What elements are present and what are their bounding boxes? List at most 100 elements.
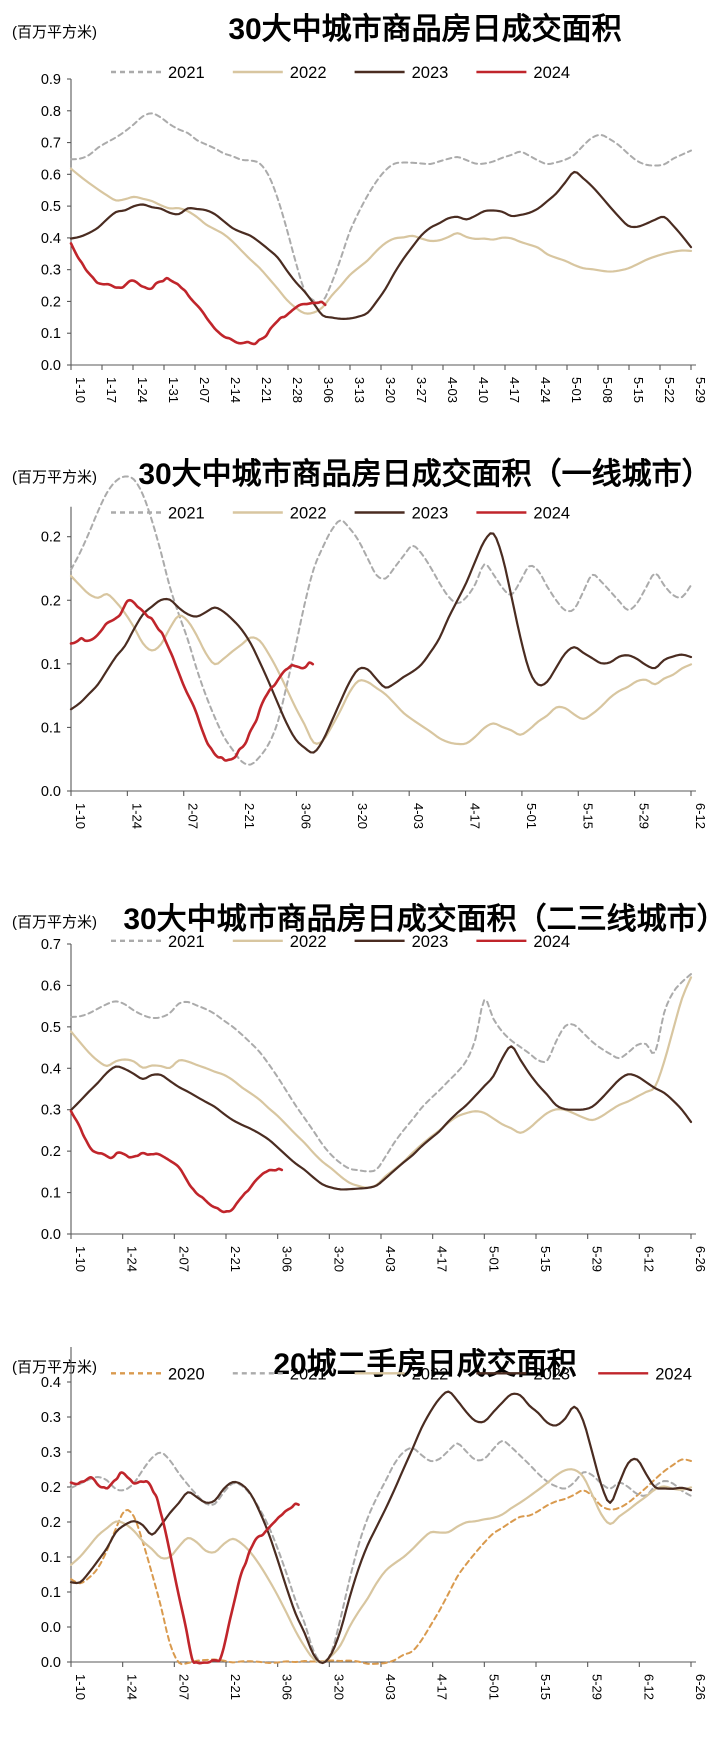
svg-text:4-17: 4-17: [435, 1674, 450, 1700]
svg-text:3-13: 3-13: [352, 377, 367, 403]
svg-text:4-03: 4-03: [445, 377, 460, 403]
svg-text:2021: 2021: [168, 933, 205, 951]
svg-text:1-10: 1-10: [73, 803, 88, 829]
svg-text:0.8: 0.8: [41, 104, 61, 120]
svg-text:0.1: 0.1: [41, 326, 61, 342]
svg-text:3-20: 3-20: [331, 1246, 346, 1272]
svg-text:5-29: 5-29: [637, 803, 652, 829]
svg-text:0.1: 0.1: [41, 1186, 61, 1202]
svg-text:4-10: 4-10: [476, 377, 491, 403]
svg-text:2021: 2021: [168, 64, 205, 82]
svg-text:2020: 2020: [168, 1365, 205, 1383]
svg-text:0.3: 0.3: [41, 263, 61, 279]
svg-text:2-14: 2-14: [228, 377, 243, 403]
svg-text:0.7: 0.7: [41, 136, 61, 152]
svg-text:1-10: 1-10: [73, 377, 88, 403]
svg-text:3-20: 3-20: [383, 377, 398, 403]
svg-text:2-07: 2-07: [176, 1674, 191, 1700]
svg-text:0.2: 0.2: [41, 530, 61, 546]
svg-text:2021: 2021: [168, 505, 205, 523]
svg-text:0.1: 0.1: [41, 1550, 61, 1566]
svg-text:3-06: 3-06: [321, 377, 336, 403]
svg-text:2-21: 2-21: [228, 1246, 243, 1272]
svg-text:1-10: 1-10: [73, 1674, 88, 1700]
svg-text:2022: 2022: [290, 64, 327, 82]
svg-text:2-07: 2-07: [197, 377, 212, 403]
svg-text:3-20: 3-20: [331, 1674, 346, 1700]
svg-text:2022: 2022: [412, 1365, 449, 1383]
svg-text:0.9: 0.9: [41, 72, 61, 88]
svg-text:2021: 2021: [290, 1365, 327, 1383]
svg-text:2-07: 2-07: [176, 1246, 191, 1272]
svg-text:0.7: 0.7: [41, 937, 61, 953]
svg-text:3-06: 3-06: [280, 1246, 295, 1272]
svg-text:(百万平方米): (百万平方米): [12, 469, 97, 486]
svg-text:0.5: 0.5: [41, 1020, 61, 1036]
svg-text:5-01: 5-01: [486, 1674, 501, 1700]
svg-text:2-21: 2-21: [242, 803, 257, 829]
svg-text:5-15: 5-15: [538, 1674, 553, 1700]
svg-text:3-06: 3-06: [280, 1674, 295, 1700]
svg-text:0.2: 0.2: [41, 593, 61, 609]
svg-text:5-22: 5-22: [662, 377, 677, 403]
svg-text:0.0: 0.0: [41, 1655, 61, 1671]
svg-text:2024: 2024: [533, 505, 570, 523]
svg-text:30大中城市商品房日成交面积（一线城市）: 30大中城市商品房日成交面积（一线城市）: [138, 457, 711, 491]
svg-text:0.1: 0.1: [41, 720, 61, 736]
svg-text:6-12: 6-12: [641, 1246, 656, 1272]
svg-text:5-01: 5-01: [569, 377, 584, 403]
svg-text:0.6: 0.6: [41, 167, 61, 183]
svg-text:2024: 2024: [533, 933, 570, 951]
svg-text:0.3: 0.3: [41, 1410, 61, 1426]
svg-text:2-07: 2-07: [186, 803, 201, 829]
svg-text:1-24: 1-24: [125, 1674, 140, 1700]
svg-text:4-17: 4-17: [468, 803, 483, 829]
svg-text:2024: 2024: [655, 1365, 692, 1383]
svg-text:5-01: 5-01: [524, 803, 539, 829]
svg-text:5-15: 5-15: [631, 377, 646, 403]
svg-text:0.0: 0.0: [41, 784, 61, 800]
svg-text:0.1: 0.1: [41, 657, 61, 673]
svg-text:2023: 2023: [412, 505, 449, 523]
svg-text:0.6: 0.6: [41, 978, 61, 994]
svg-text:1-24: 1-24: [135, 377, 150, 403]
svg-text:0.3: 0.3: [41, 1103, 61, 1119]
svg-text:3-06: 3-06: [298, 803, 313, 829]
svg-text:4-24: 4-24: [538, 377, 553, 403]
svg-text:6-26: 6-26: [693, 1246, 708, 1272]
svg-text:4-03: 4-03: [411, 803, 426, 829]
svg-text:5-29: 5-29: [590, 1674, 605, 1700]
svg-text:(百万平方米): (百万平方米): [12, 24, 97, 41]
svg-text:1-10: 1-10: [73, 1246, 88, 1272]
svg-text:0.4: 0.4: [41, 1375, 61, 1391]
svg-text:2024: 2024: [533, 64, 570, 82]
svg-text:0.0: 0.0: [41, 1620, 61, 1636]
svg-text:5-01: 5-01: [486, 1246, 501, 1272]
svg-text:2022: 2022: [290, 505, 327, 523]
svg-text:(百万平方米): (百万平方米): [12, 1359, 97, 1376]
svg-text:0.0: 0.0: [41, 358, 61, 374]
svg-text:0.2: 0.2: [41, 1515, 61, 1531]
svg-text:5-29: 5-29: [590, 1246, 605, 1272]
svg-text:0.5: 0.5: [41, 199, 61, 215]
svg-text:5-29: 5-29: [693, 377, 708, 403]
svg-text:2-28: 2-28: [290, 377, 305, 403]
svg-text:4-17: 4-17: [435, 1246, 450, 1272]
svg-text:0.1: 0.1: [41, 1585, 61, 1601]
svg-text:30大中城市商品房日成交面积: 30大中城市商品房日成交面积: [228, 12, 621, 46]
svg-text:0.2: 0.2: [41, 1480, 61, 1496]
svg-text:3-20: 3-20: [355, 803, 370, 829]
svg-text:2023: 2023: [412, 64, 449, 82]
svg-text:2-21: 2-21: [228, 1674, 243, 1700]
svg-text:1-17: 1-17: [104, 377, 119, 403]
svg-text:0.4: 0.4: [41, 1061, 61, 1077]
svg-text:2-21: 2-21: [259, 377, 274, 403]
svg-text:6-26: 6-26: [693, 1674, 708, 1700]
svg-text:2022: 2022: [290, 933, 327, 951]
svg-text:0.3: 0.3: [41, 1445, 61, 1461]
svg-text:1-24: 1-24: [125, 1246, 140, 1272]
svg-text:(百万平方米): (百万平方米): [12, 914, 97, 931]
svg-text:5-15: 5-15: [538, 1246, 553, 1272]
svg-text:0.2: 0.2: [41, 1144, 61, 1160]
svg-text:0.0: 0.0: [41, 1227, 61, 1243]
